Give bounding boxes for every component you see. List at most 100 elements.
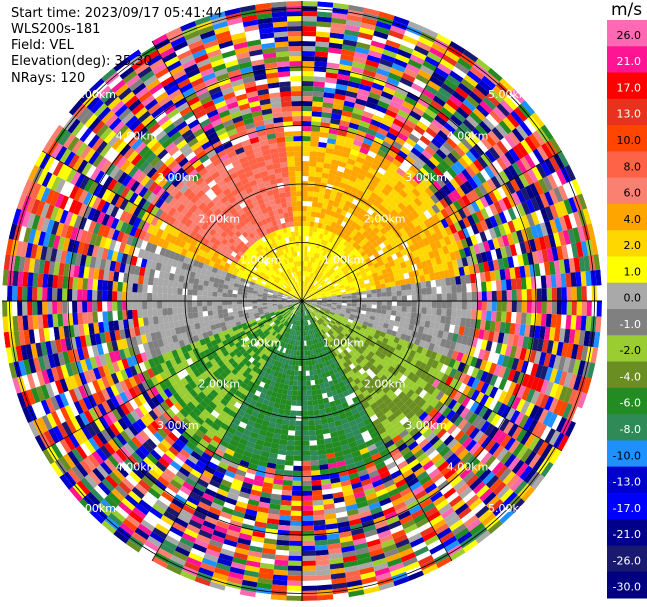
gate-cell — [356, 189, 365, 198]
gate-cell — [352, 228, 359, 235]
gate-cell — [128, 424, 139, 437]
gate-cell — [319, 187, 326, 194]
gate-cell — [304, 286, 306, 292]
gate-cell — [340, 309, 346, 313]
gate-cell — [513, 107, 528, 122]
gate-cell — [257, 321, 263, 326]
gate-cell — [279, 439, 288, 446]
gate-cell — [580, 345, 589, 362]
gate-cell — [463, 74, 479, 88]
gate-cell — [316, 393, 323, 400]
gate-cell — [325, 307, 331, 311]
gate-cell — [324, 269, 329, 275]
gate-cell — [150, 375, 160, 386]
gate-cell — [494, 416, 506, 429]
gate-cell — [289, 329, 293, 335]
gate-cell — [328, 226, 335, 233]
gate-cell — [328, 369, 335, 376]
gate-cell — [316, 259, 321, 265]
gate-cell — [293, 380, 298, 386]
gate-cell — [272, 433, 281, 440]
gate-cell — [389, 100, 402, 110]
gate-cell — [411, 227, 419, 236]
gate-cell — [325, 224, 331, 231]
gate-cell — [386, 267, 393, 274]
gate-cell — [526, 213, 535, 227]
gate-cell — [339, 284, 345, 289]
gate-cell — [409, 277, 416, 284]
gate-cell — [535, 364, 544, 379]
gate-cell — [371, 308, 377, 313]
gate-cell — [356, 253, 363, 260]
gate-cell — [431, 547, 447, 560]
gate-cell — [469, 147, 481, 160]
gate-cell — [386, 515, 400, 526]
gate-cell — [311, 116, 322, 122]
gate-cell — [218, 483, 231, 493]
gate-cell — [546, 287, 552, 301]
gate-cell — [524, 348, 532, 362]
gate-cell — [298, 360, 302, 366]
gate-cell — [343, 427, 353, 435]
gate-cell — [419, 498, 433, 509]
gate-cell — [257, 396, 265, 404]
gate-cell — [475, 530, 491, 544]
gate-cell — [432, 519, 447, 531]
gate-cell — [316, 574, 332, 581]
gate-cell — [400, 39, 416, 50]
gate-cell — [315, 327, 320, 333]
gate-cell — [354, 459, 365, 468]
gate-cell — [312, 504, 324, 511]
gate-cell — [138, 361, 147, 373]
gate-cell — [438, 270, 446, 280]
gate-cell — [235, 469, 247, 477]
gate-cell — [105, 475, 119, 489]
gate-cell — [352, 165, 361, 174]
gate-cell — [411, 82, 425, 94]
gate-cell — [327, 253, 332, 260]
gate-cell — [341, 276, 347, 281]
gate-cell — [354, 268, 360, 274]
gate-cell — [254, 474, 265, 482]
gate-cell — [377, 260, 385, 267]
gate-cell — [357, 442, 368, 451]
gate-cell — [401, 159, 413, 169]
gate-cell — [299, 310, 301, 316]
gate-cell — [310, 257, 314, 263]
gate-cell — [446, 74, 461, 87]
gate-cell — [404, 155, 416, 165]
gate-cell — [330, 221, 337, 228]
gate-cell — [344, 341, 351, 347]
gate-cell — [332, 2, 349, 10]
gate-cell — [332, 367, 339, 375]
gate-cell — [260, 317, 267, 322]
gate-cell — [327, 330, 333, 336]
gate-cell — [231, 361, 239, 369]
gate-cell — [425, 349, 433, 358]
gate-cell — [224, 367, 232, 376]
gate-cell — [292, 340, 296, 346]
gate-cell — [434, 523, 450, 535]
gate-cell — [275, 312, 281, 316]
gate-cell — [465, 439, 477, 452]
gate-cell — [328, 267, 334, 273]
gate-cell — [201, 388, 211, 397]
gate-cell — [229, 519, 243, 528]
gate-cell — [314, 534, 328, 541]
gate-cell — [302, 256, 305, 262]
gate-cell — [410, 283, 417, 290]
gate-cell — [337, 301, 342, 304]
gate-cell — [337, 280, 344, 285]
gate-cell — [138, 404, 149, 416]
gate-cell — [440, 364, 449, 374]
gate-cell — [241, 364, 249, 371]
gate-cell — [417, 268, 425, 277]
gate-cell — [500, 343, 508, 356]
gate-cell — [346, 276, 353, 281]
gate-cell — [180, 377, 189, 387]
gate-cell — [67, 450, 80, 466]
gate-cell — [337, 347, 343, 354]
gate-cell — [224, 448, 235, 457]
gate-cell — [319, 131, 329, 138]
gate-cell — [487, 67, 503, 82]
